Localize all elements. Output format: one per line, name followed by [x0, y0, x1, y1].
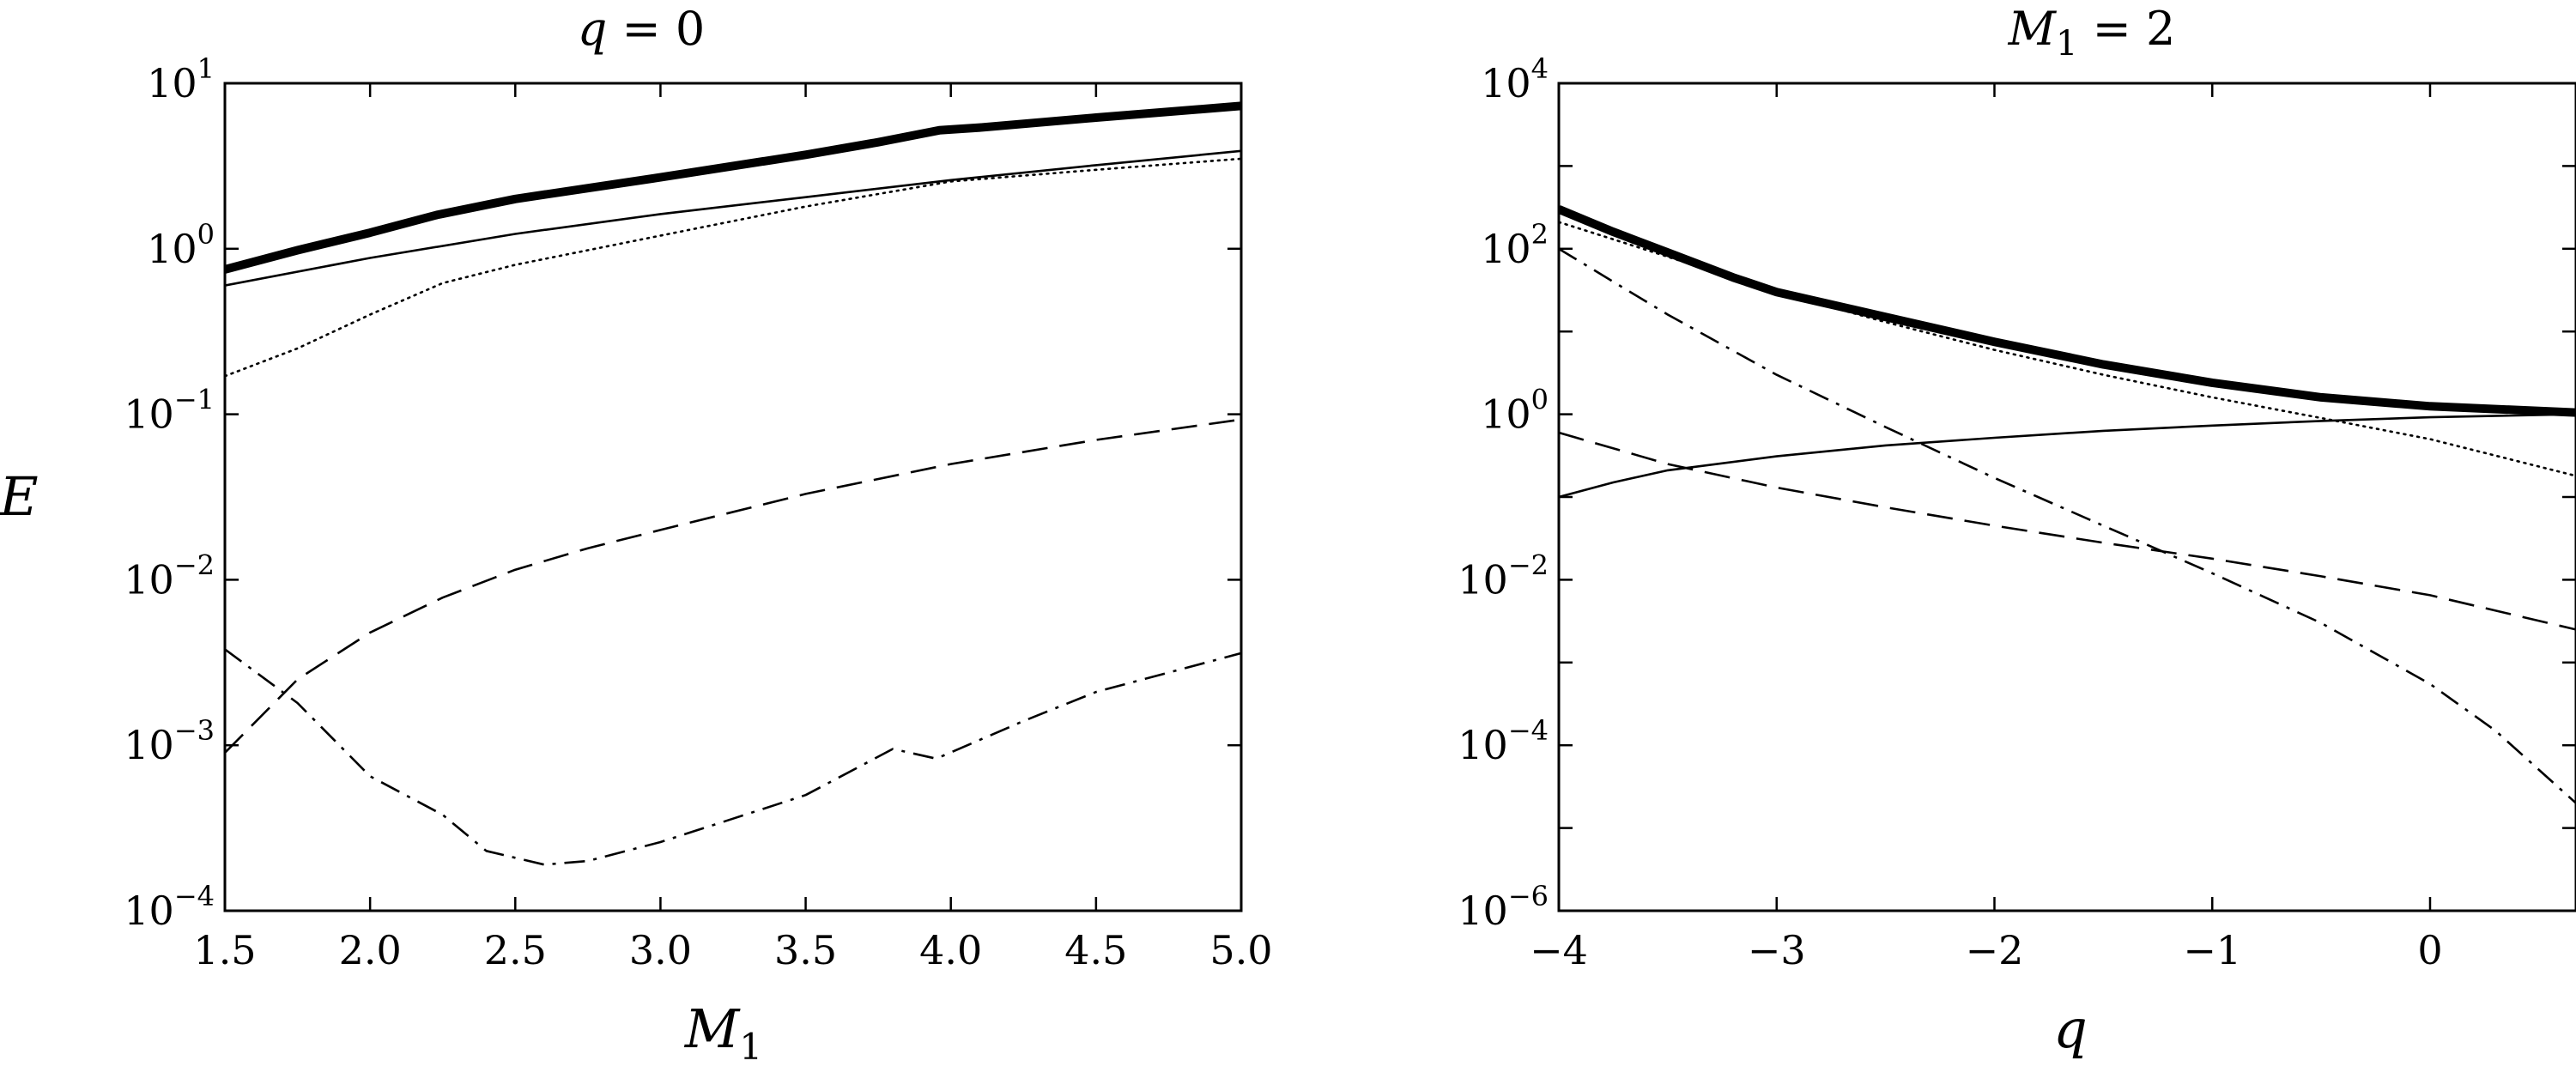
left-y-tick-label: 10−1 — [124, 384, 215, 438]
left-x-tick-label: 1.5 — [193, 927, 256, 973]
left-panel-title: q = 0 — [578, 2, 706, 56]
right-y-tick-label: 104 — [1481, 52, 1549, 106]
left-series-dashed — [225, 418, 1241, 754]
left-series-group — [225, 101, 1241, 866]
left-y-tick-label: 10−2 — [124, 549, 215, 603]
left-plot-area: 1.5 2.0 2.5 3.0 3.5 4.0 4.5 5.0 101 100 10−1 10−2 10… — [124, 52, 1272, 973]
right-series-dashdot — [1559, 247, 2576, 804]
right-plot-area: −4 −3 −2 −1 0 104 102 100 10−2 10−4 10−6 — [1458, 52, 2576, 973]
right-series-group — [1559, 205, 2576, 804]
right-y-tick-label: 10−6 — [1458, 880, 1549, 934]
right-x-tick-label: 0 — [2417, 927, 2442, 973]
left-x-tick-label: 2.0 — [339, 927, 402, 973]
left-x-tick-label: 3.0 — [629, 927, 692, 973]
right-y-tick-label: 102 — [1481, 218, 1549, 272]
right-y-tick-label: 10−2 — [1458, 549, 1549, 603]
right-x-tick-label: −4 — [1530, 927, 1588, 973]
right-panel: M1 = 2 q −4 −3 −2 −1 0 104 102 100 10−2 10−4 10−6 — [1458, 2, 2576, 1060]
left-y-tick-label: 10−3 — [124, 714, 215, 768]
left-panel: q = 0 E M1 1.5 2.0 2.5 3.0 3.5 4.0 4.5 5.0 101 10… — [0, 2, 1273, 1068]
left-series-dotted — [225, 157, 1241, 378]
left-series-thick-solid — [225, 101, 1241, 274]
left-panel-y-axis-label: E — [0, 465, 39, 528]
left-x-tick-label: 4.0 — [919, 927, 982, 973]
left-y-tick-label: 100 — [147, 218, 215, 272]
left-y-tick-label: 101 — [147, 52, 215, 106]
left-panel-x-axis-label: M1 — [684, 997, 762, 1068]
right-x-tick-label: −2 — [1966, 927, 2024, 973]
right-series-dotted — [1559, 221, 2576, 477]
left-axes-frame — [223, 82, 1243, 912]
right-y-tick-label: 10−4 — [1458, 714, 1549, 768]
left-x-tick-label: 5.0 — [1209, 927, 1272, 973]
right-x-tick-label: −1 — [2183, 927, 2241, 973]
right-axes-frame — [1557, 82, 2576, 912]
right-panel-x-axis-label: q — [2053, 997, 2088, 1060]
left-x-tick-label: 3.5 — [774, 927, 837, 973]
left-series-thin-solid — [225, 149, 1241, 287]
left-y-tick-label: 10−4 — [124, 880, 215, 934]
right-series-thin-solid — [1559, 413, 2576, 499]
left-x-tick-label: 4.5 — [1064, 927, 1127, 973]
right-series-dashed — [1559, 431, 2576, 631]
right-panel-title: M1 = 2 — [2008, 2, 2176, 64]
right-series-thick-solid — [1559, 205, 2576, 417]
right-x-tick-label: −3 — [1748, 927, 1806, 973]
left-series-dashdot — [225, 648, 1241, 866]
right-y-tick-label: 100 — [1481, 384, 1549, 438]
left-x-tick-label: 2.5 — [484, 927, 547, 973]
